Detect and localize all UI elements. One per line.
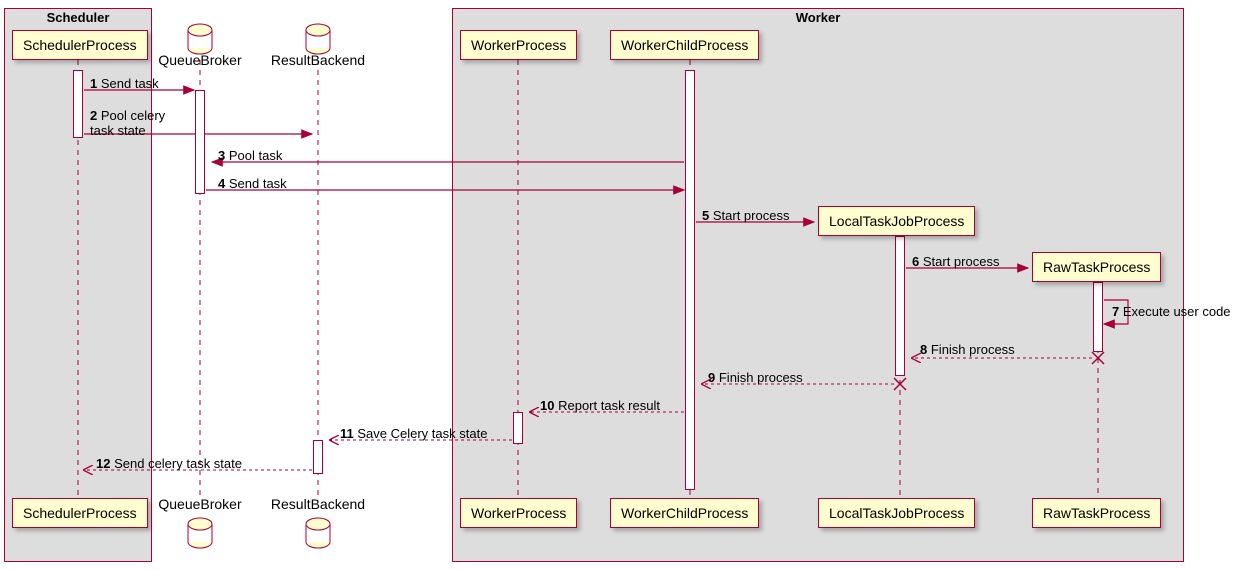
queue-broker-label-top: QueueBroker: [158, 52, 242, 68]
result-backend-label-bottom: ResultBackend: [266, 496, 370, 512]
local-task-job-process-bottom: LocalTaskJobProcess: [818, 498, 975, 528]
result-backend-label-top: ResultBackend: [266, 52, 370, 68]
activation-queuebroker: [195, 90, 205, 194]
msg-1: 1 Send task: [90, 76, 159, 91]
diagram-svg: [0, 0, 1258, 570]
msg-2: 2 Pool celery task state: [90, 108, 165, 138]
scheduler-process-bottom: SchedulerProcess: [12, 498, 148, 528]
result-backend-db-bottom: [306, 518, 330, 548]
activation-localtaskjob: [895, 236, 905, 376]
queue-broker-label-bottom: QueueBroker: [158, 496, 242, 512]
msg-6: 6 Start process: [912, 254, 999, 269]
msg-7: 7 Execute user code: [1112, 304, 1231, 319]
raw-task-process-top: RawTaskProcess: [1032, 252, 1161, 282]
activation-workerchild: [685, 70, 695, 490]
msg-4: 4 Send task: [218, 176, 287, 191]
worker-process-bottom: WorkerProcess: [460, 498, 577, 528]
msg-3: 3 Pool task: [218, 148, 282, 163]
activation-workerprocess: [513, 412, 523, 444]
raw-task-process-bottom: RawTaskProcess: [1032, 498, 1161, 528]
msg-10: 10 Report task result: [540, 398, 660, 413]
worker-child-process-top: WorkerChildProcess: [610, 30, 759, 60]
result-backend-db-top: [306, 24, 330, 54]
worker-child-process-bottom: WorkerChildProcess: [610, 498, 759, 528]
activation-scheduler: [73, 70, 83, 138]
msg-11: 11 Save Celery task state: [340, 426, 487, 441]
scheduler-process-top: SchedulerProcess: [12, 30, 148, 60]
activation-rawtask: [1093, 282, 1103, 352]
sequence-diagram: Scheduler Worker: [0, 0, 1258, 570]
msg-12: 12 Send celery task state: [96, 456, 242, 471]
msg-9: 9 Finish process: [708, 370, 803, 385]
local-task-job-process-top: LocalTaskJobProcess: [818, 206, 975, 236]
msg-5: 5 Start process: [702, 208, 789, 223]
msg-8: 8 Finish process: [920, 342, 1015, 357]
queue-broker-db-top: [188, 24, 212, 54]
activation-resultbackend: [313, 440, 323, 474]
worker-process-top: WorkerProcess: [460, 30, 577, 60]
queue-broker-db-bottom: [188, 518, 212, 548]
